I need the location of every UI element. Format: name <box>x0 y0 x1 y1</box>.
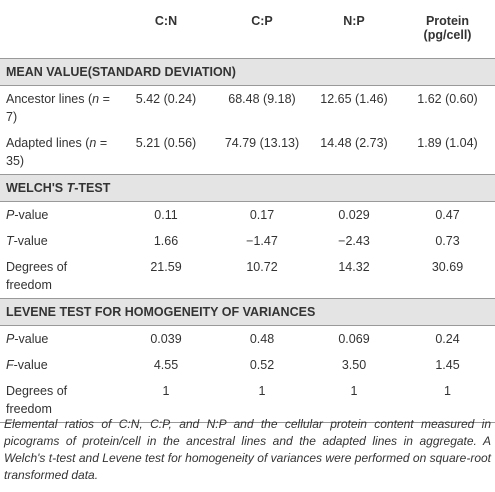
data-row: Degrees of freedom 1 1 1 1 <box>0 378 495 423</box>
cell: 1.45 <box>435 358 460 372</box>
section-title: LEVENE TEST FOR HOMOGENEITY OF VARIANCES <box>0 298 495 326</box>
row-label: T-value <box>0 228 116 254</box>
cell: 0.24 <box>435 332 460 346</box>
data-row: Ancestor lines (n = 7) 5.42 (0.24) 68.48 (… <box>0 86 495 131</box>
cell: 1 <box>308 378 400 423</box>
data-row: T-value 1.66 −1.47 −2.43 0.73 <box>0 228 495 254</box>
italic-segment: n <box>89 136 97 150</box>
text-segment: = 7) <box>6 92 110 124</box>
cell: 21.59 <box>150 260 182 274</box>
row-label: Adapted lines (n = 35) <box>0 130 116 175</box>
row-label: Degrees of freedom <box>0 254 116 299</box>
cell: 5.21 (0.56) <box>135 136 197 150</box>
cell: 1.89 (1.04) <box>417 136 478 150</box>
section-row: MEAN VALUE(STANDARD DEVIATION) <box>0 58 495 86</box>
text-segment: WELCH'S <box>6 181 67 195</box>
cell: 3.50 <box>341 358 367 372</box>
text-segment: Adapted lines ( <box>6 136 90 150</box>
cell: 0.17 <box>249 208 275 222</box>
column-header <box>0 0 116 59</box>
text-segment: -value <box>14 208 49 222</box>
text-segment: MEAN VALUE(STANDARD DEVIATION) <box>6 65 236 79</box>
text-segment: = 35) <box>6 136 108 168</box>
cell: 30.69 <box>431 260 464 274</box>
italic-segment: n <box>92 92 100 106</box>
data-row: Adapted lines (n = 35) 5.21 (0.56) 74.79 (… <box>0 130 495 175</box>
cell: 1.62 (0.60) <box>417 92 478 106</box>
data-row: Degrees of freedom 21.59 10.72 14.32 30.69 <box>0 254 495 299</box>
table-header: C:N C:P N:P Protein (pg/cell) <box>0 0 495 59</box>
italic-segment: P <box>6 208 15 222</box>
cell: 0.73 <box>435 234 460 248</box>
cell: −2.43 <box>338 234 370 248</box>
text-segment: Degrees of freedom <box>6 384 68 416</box>
row-label: F-value <box>0 352 116 378</box>
italic-segment: P <box>6 332 15 346</box>
data-row: F-value 4.55 0.52 3.50 1.45 <box>0 352 495 378</box>
table-caption: Elemental ratios of C:N, C:P, and N:P an… <box>4 417 491 482</box>
cell: 14.32 <box>338 260 370 274</box>
column-header: C:P <box>251 14 273 28</box>
cell: 1 <box>400 378 495 423</box>
section-title: WELCH'S T-TEST <box>0 174 495 202</box>
italic-segment: T <box>6 234 14 248</box>
italic-segment: F <box>6 358 14 372</box>
column-header: N:P <box>343 14 365 28</box>
cell: 1.66 <box>153 234 179 248</box>
cell: 5.42 (0.24) <box>135 92 197 106</box>
cell: −1.47 <box>246 234 278 248</box>
cell: 10.72 <box>246 260 278 274</box>
italic-segment: T <box>66 181 75 195</box>
text-segment: Ancestor lines ( <box>6 92 93 106</box>
cell: 14.48 (2.73) <box>320 136 388 150</box>
data-row: P-value 0.11 0.17 0.029 0.47 <box>0 202 495 229</box>
text-segment: -value <box>13 234 48 248</box>
row-label: Ancestor lines (n = 7) <box>0 86 116 131</box>
section-title: MEAN VALUE(STANDARD DEVIATION) <box>0 58 495 86</box>
cell: 0.48 <box>249 332 275 346</box>
text-segment: -value <box>13 358 48 372</box>
cell: 4.55 <box>153 358 179 372</box>
row-label: P-value <box>0 326 116 353</box>
cell: 0.039 <box>150 332 182 346</box>
cell: 12.65 (1.46) <box>320 92 388 106</box>
cell: 74.79 (13.13) <box>224 136 300 150</box>
section-row: LEVENE TEST FOR HOMOGENEITY OF VARIANCES <box>0 298 495 326</box>
text-segment: -value <box>14 332 49 346</box>
data-table: C:N C:P N:P Protein (pg/cell) MEAN VALUE(ST… <box>0 0 495 423</box>
data-row: P-value 0.039 0.48 0.069 0.24 <box>0 326 495 353</box>
section-row: WELCH'S T-TEST <box>0 174 495 202</box>
cell: 1 <box>116 378 216 423</box>
text-segment: LEVENE TEST FOR HOMOGENEITY OF VARIANCES <box>6 305 316 319</box>
cell: 0.52 <box>249 358 275 372</box>
row-label: P-value <box>0 202 116 229</box>
text-segment: -TEST <box>74 181 111 195</box>
column-header: C:N <box>154 14 178 28</box>
cell: 1 <box>216 378 308 423</box>
header-row: C:N C:P N:P Protein (pg/cell) <box>0 0 495 59</box>
table-body: MEAN VALUE(STANDARD DEVIATION) Ancestor l… <box>0 58 495 423</box>
cell: 0.029 <box>338 208 370 222</box>
cell: 0.11 <box>154 208 178 222</box>
text-segment: Degrees of freedom <box>6 260 68 292</box>
row-label: Degrees of freedom <box>0 378 116 423</box>
column-header: Protein (pg/cell) <box>423 14 472 42</box>
cell: 0.47 <box>435 208 460 222</box>
cell: 68.48 (9.18) <box>228 92 296 106</box>
cell: 0.069 <box>338 332 370 346</box>
